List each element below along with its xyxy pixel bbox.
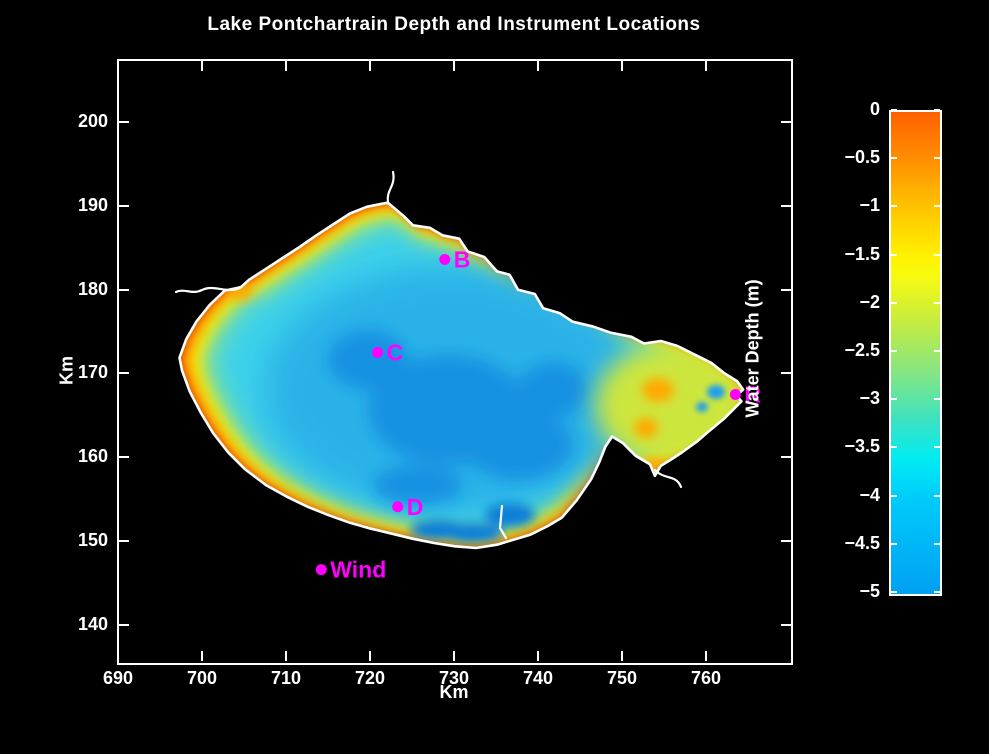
- colorbar-tick: [934, 446, 940, 449]
- lake-bathymetry-map: B C R D Wind: [174, 170, 761, 583]
- station-marker-r: [729, 388, 741, 400]
- colorbar-tick-label: 0: [869, 99, 880, 119]
- x-tick: [453, 651, 455, 661]
- colorbar-tick: [934, 205, 940, 208]
- x-tick-label: 730: [438, 668, 470, 688]
- colorbar-tick: [891, 350, 897, 352]
- colorbar-tick: [891, 446, 897, 449]
- x-tick-label: 740: [522, 668, 554, 688]
- y-tick: [119, 121, 129, 123]
- colorbar-tick: [891, 109, 897, 111]
- y-tick: [119, 456, 129, 459]
- x-axis-label: Km: [439, 682, 469, 702]
- x-tick-top: [453, 61, 455, 71]
- x-tick-top: [201, 61, 203, 71]
- y-tick-label: 150: [77, 530, 108, 551]
- colorbar-label: Water Depth (m): [742, 279, 763, 418]
- y-tick-right: [781, 204, 791, 207]
- y-tick-right: [781, 372, 791, 375]
- y-axis-label: Km: [56, 356, 77, 386]
- colorbar-tick-label: −3.5: [844, 436, 880, 457]
- x-tick-label: 690: [102, 668, 134, 688]
- y-tick: [119, 372, 129, 375]
- x-tick-top: [621, 61, 623, 71]
- colorbar-tick: [891, 157, 897, 160]
- x-tick-label: 720: [354, 668, 386, 688]
- y-tick-label: 170: [77, 362, 108, 383]
- y-tick: [119, 204, 129, 207]
- colorbar-tick: [934, 253, 940, 256]
- y-tick-right: [781, 456, 791, 459]
- chart-title: Lake Pontchartrain Depth and Instrument …: [207, 14, 701, 35]
- colorbar-tick-label: −2: [859, 291, 880, 312]
- y-tick: [119, 288, 129, 291]
- station-marker-wind: [315, 564, 327, 576]
- x-tick: [285, 651, 287, 661]
- y-tick-label: 140: [77, 613, 108, 634]
- x-tick: [369, 651, 371, 661]
- station-label-d: D: [407, 494, 424, 520]
- y-tick: [119, 540, 129, 543]
- x-tick-top: [537, 61, 539, 71]
- x-tick-top: [285, 61, 287, 71]
- colorbar-tick-label: −1: [859, 195, 880, 216]
- x-tick: [537, 651, 539, 661]
- y-tick: [119, 623, 129, 626]
- x-tick: [201, 651, 203, 661]
- river-channels: [174, 170, 683, 540]
- x-tick-label: 710: [270, 668, 302, 688]
- station-markers: B C R D Wind: [315, 246, 761, 583]
- colorbar-tick-label: −0.5: [844, 147, 880, 168]
- colorbar-tick-label: −2.5: [844, 340, 880, 360]
- colorbar-tick-label: −5: [859, 581, 880, 601]
- y-tick-right: [781, 540, 791, 543]
- y-tick-right: [781, 288, 791, 291]
- station-marker-b: [439, 253, 451, 265]
- colorbar: [889, 110, 942, 596]
- station-label-b: B: [454, 246, 471, 272]
- colorbar-tick: [891, 253, 897, 256]
- depth-shading: [179, 202, 744, 548]
- colorbar-tick-label: −3: [859, 388, 880, 409]
- y-tick-label: 190: [77, 194, 108, 215]
- station-label-wind: Wind: [330, 557, 386, 583]
- x-tick-label: 750: [606, 668, 638, 688]
- colorbar-tick: [934, 542, 940, 545]
- colorbar-tick-label: −4: [859, 484, 880, 505]
- y-tick-right: [781, 121, 791, 123]
- y-tick-label: 200: [77, 111, 108, 131]
- colorbar-tick: [934, 350, 940, 352]
- station-label-r: R: [744, 381, 761, 407]
- colorbar-tick: [934, 591, 940, 593]
- colorbar-tick: [934, 398, 940, 401]
- colorbar-tick: [934, 109, 940, 111]
- x-tick: [705, 651, 707, 661]
- y-tick-right: [781, 623, 791, 626]
- colorbar-tick: [934, 301, 940, 304]
- x-tick-top: [369, 61, 371, 71]
- x-tick-label: 700: [186, 668, 218, 688]
- colorbar-tick: [891, 591, 897, 593]
- colorbar-tick-label: −4.5: [844, 532, 880, 553]
- colorbar-tick-label: −1.5: [844, 243, 880, 264]
- colorbar-tick: [891, 494, 897, 497]
- colorbar-tick: [891, 205, 897, 208]
- x-tick: [621, 651, 623, 661]
- station-marker-d: [392, 501, 404, 513]
- y-tick-label: 180: [77, 278, 108, 299]
- colorbar-tick: [934, 157, 940, 160]
- station-marker-c: [372, 347, 384, 359]
- y-tick-label: 160: [77, 446, 108, 467]
- x-tick: [117, 651, 119, 661]
- x-tick-top: [117, 61, 119, 71]
- colorbar-tick: [934, 494, 940, 497]
- colorbar-tick: [891, 542, 897, 545]
- x-tick-label: 760: [690, 668, 722, 688]
- colorbar-tick: [891, 398, 897, 401]
- station-label-c: C: [387, 340, 404, 366]
- x-tick-top: [705, 61, 707, 71]
- colorbar-tick: [891, 301, 897, 304]
